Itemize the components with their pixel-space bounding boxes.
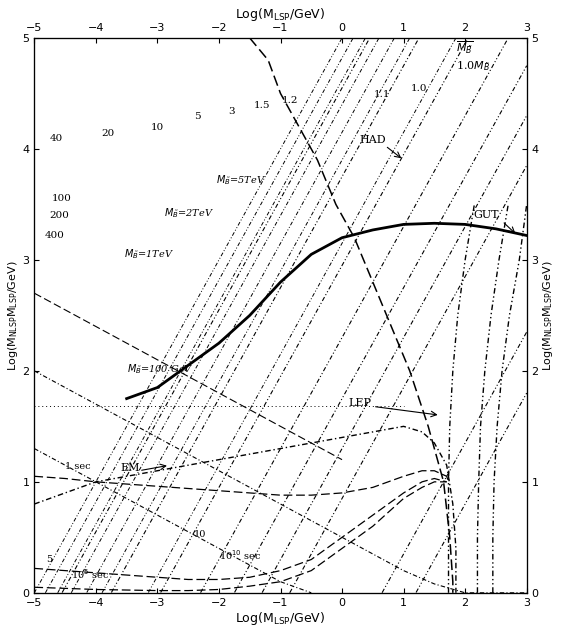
Text: 400: 400	[45, 231, 65, 240]
Text: 20: 20	[102, 129, 115, 138]
Text: LEP: LEP	[348, 398, 371, 408]
Text: 100: 100	[52, 194, 72, 203]
Y-axis label: Log(M$_{\mathregular{NLSP}}$M$_{\mathregular{LSP}}$/GeV): Log(M$_{\mathregular{NLSP}}$M$_{\mathreg…	[6, 260, 20, 370]
Text: 1.1: 1.1	[374, 90, 390, 99]
Text: $M_{\tilde{B}}$=5TeV: $M_{\tilde{B}}$=5TeV	[216, 173, 266, 187]
Text: 5: 5	[47, 555, 53, 564]
Text: HAD: HAD	[360, 135, 386, 146]
Text: EM: EM	[121, 463, 140, 473]
Text: $\overline{M_{\tilde{B}}}$: $\overline{M_{\tilde{B}}}$	[456, 40, 473, 56]
Text: 1.0: 1.0	[411, 84, 427, 94]
Text: 3: 3	[228, 106, 234, 116]
Text: GUT: GUT	[473, 210, 499, 220]
Text: 10: 10	[151, 123, 164, 132]
Text: 200: 200	[49, 211, 69, 220]
X-axis label: Log(M$_{\mathregular{LSP}}$/GeV): Log(M$_{\mathregular{LSP}}$/GeV)	[235, 6, 326, 23]
Text: 40: 40	[49, 134, 62, 144]
Text: 1.2: 1.2	[282, 96, 298, 104]
Y-axis label: Log(M$_{\mathregular{NLSP}}$M$_{\mathregular{LSP}}$/GeV): Log(M$_{\mathregular{NLSP}}$M$_{\mathreg…	[541, 260, 555, 370]
Text: $M_{\tilde{B}}$=1TeV: $M_{\tilde{B}}$=1TeV	[123, 248, 173, 261]
Text: $M_{\tilde{B}}$=100 GeV: $M_{\tilde{B}}$=100 GeV	[127, 361, 194, 375]
Text: 10$^5$ sec: 10$^5$ sec	[71, 568, 109, 582]
Text: 10: 10	[194, 530, 206, 539]
Text: 1 sec: 1 sec	[65, 461, 91, 470]
Text: 5: 5	[194, 112, 201, 121]
Text: 1.0$M_{\tilde{B}}$: 1.0$M_{\tilde{B}}$	[456, 59, 490, 73]
Text: 1.5: 1.5	[254, 101, 270, 110]
X-axis label: Log(M$_{\mathregular{LSP}}$/GeV): Log(M$_{\mathregular{LSP}}$/GeV)	[235, 610, 326, 627]
Text: $M_{\tilde{B}}$=2TeV: $M_{\tilde{B}}$=2TeV	[164, 206, 214, 220]
Text: 10$^{10}$ sec: 10$^{10}$ sec	[219, 548, 261, 561]
